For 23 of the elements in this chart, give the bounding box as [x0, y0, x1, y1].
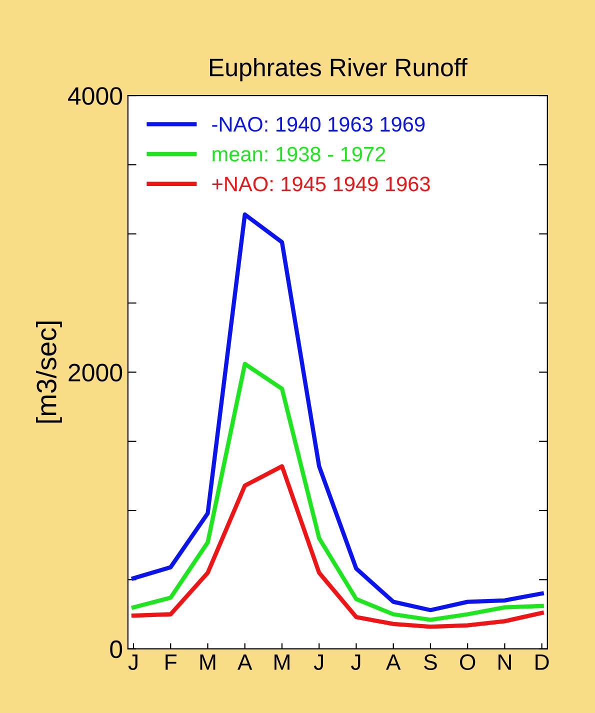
line-series	[131, 464, 544, 629]
x-tick-label: J	[128, 654, 138, 670]
x-tick-label: D	[536, 654, 549, 670]
x-tick-label: J	[314, 654, 324, 670]
legend-label: mean: 1938 - 1972	[212, 146, 386, 162]
y-tick-label: 0	[110, 640, 122, 658]
x-tick-label: O	[460, 654, 476, 670]
y-tick-label: 4000	[68, 87, 122, 105]
legend-label: -NAO: 1940 1963 1969	[212, 116, 425, 132]
y-tick-label: 2000	[68, 364, 122, 382]
x-tick-label: N	[498, 654, 511, 670]
x-tick-label: A	[237, 654, 252, 670]
line-series	[131, 212, 544, 612]
x-tick-label: M	[274, 654, 290, 670]
y-axis-title: [m3/sec]	[36, 322, 62, 423]
x-tick-label: F	[166, 654, 177, 670]
line-series	[131, 362, 544, 622]
x-tick-label: A	[386, 654, 401, 670]
x-tick-label: J	[351, 654, 360, 670]
x-tick-label: S	[424, 654, 437, 670]
x-tick-label: M	[200, 654, 216, 670]
legend-label: +NAO: 1945 1949 1963	[212, 176, 430, 192]
chart-title: Euphrates River Runoff	[210, 58, 468, 82]
